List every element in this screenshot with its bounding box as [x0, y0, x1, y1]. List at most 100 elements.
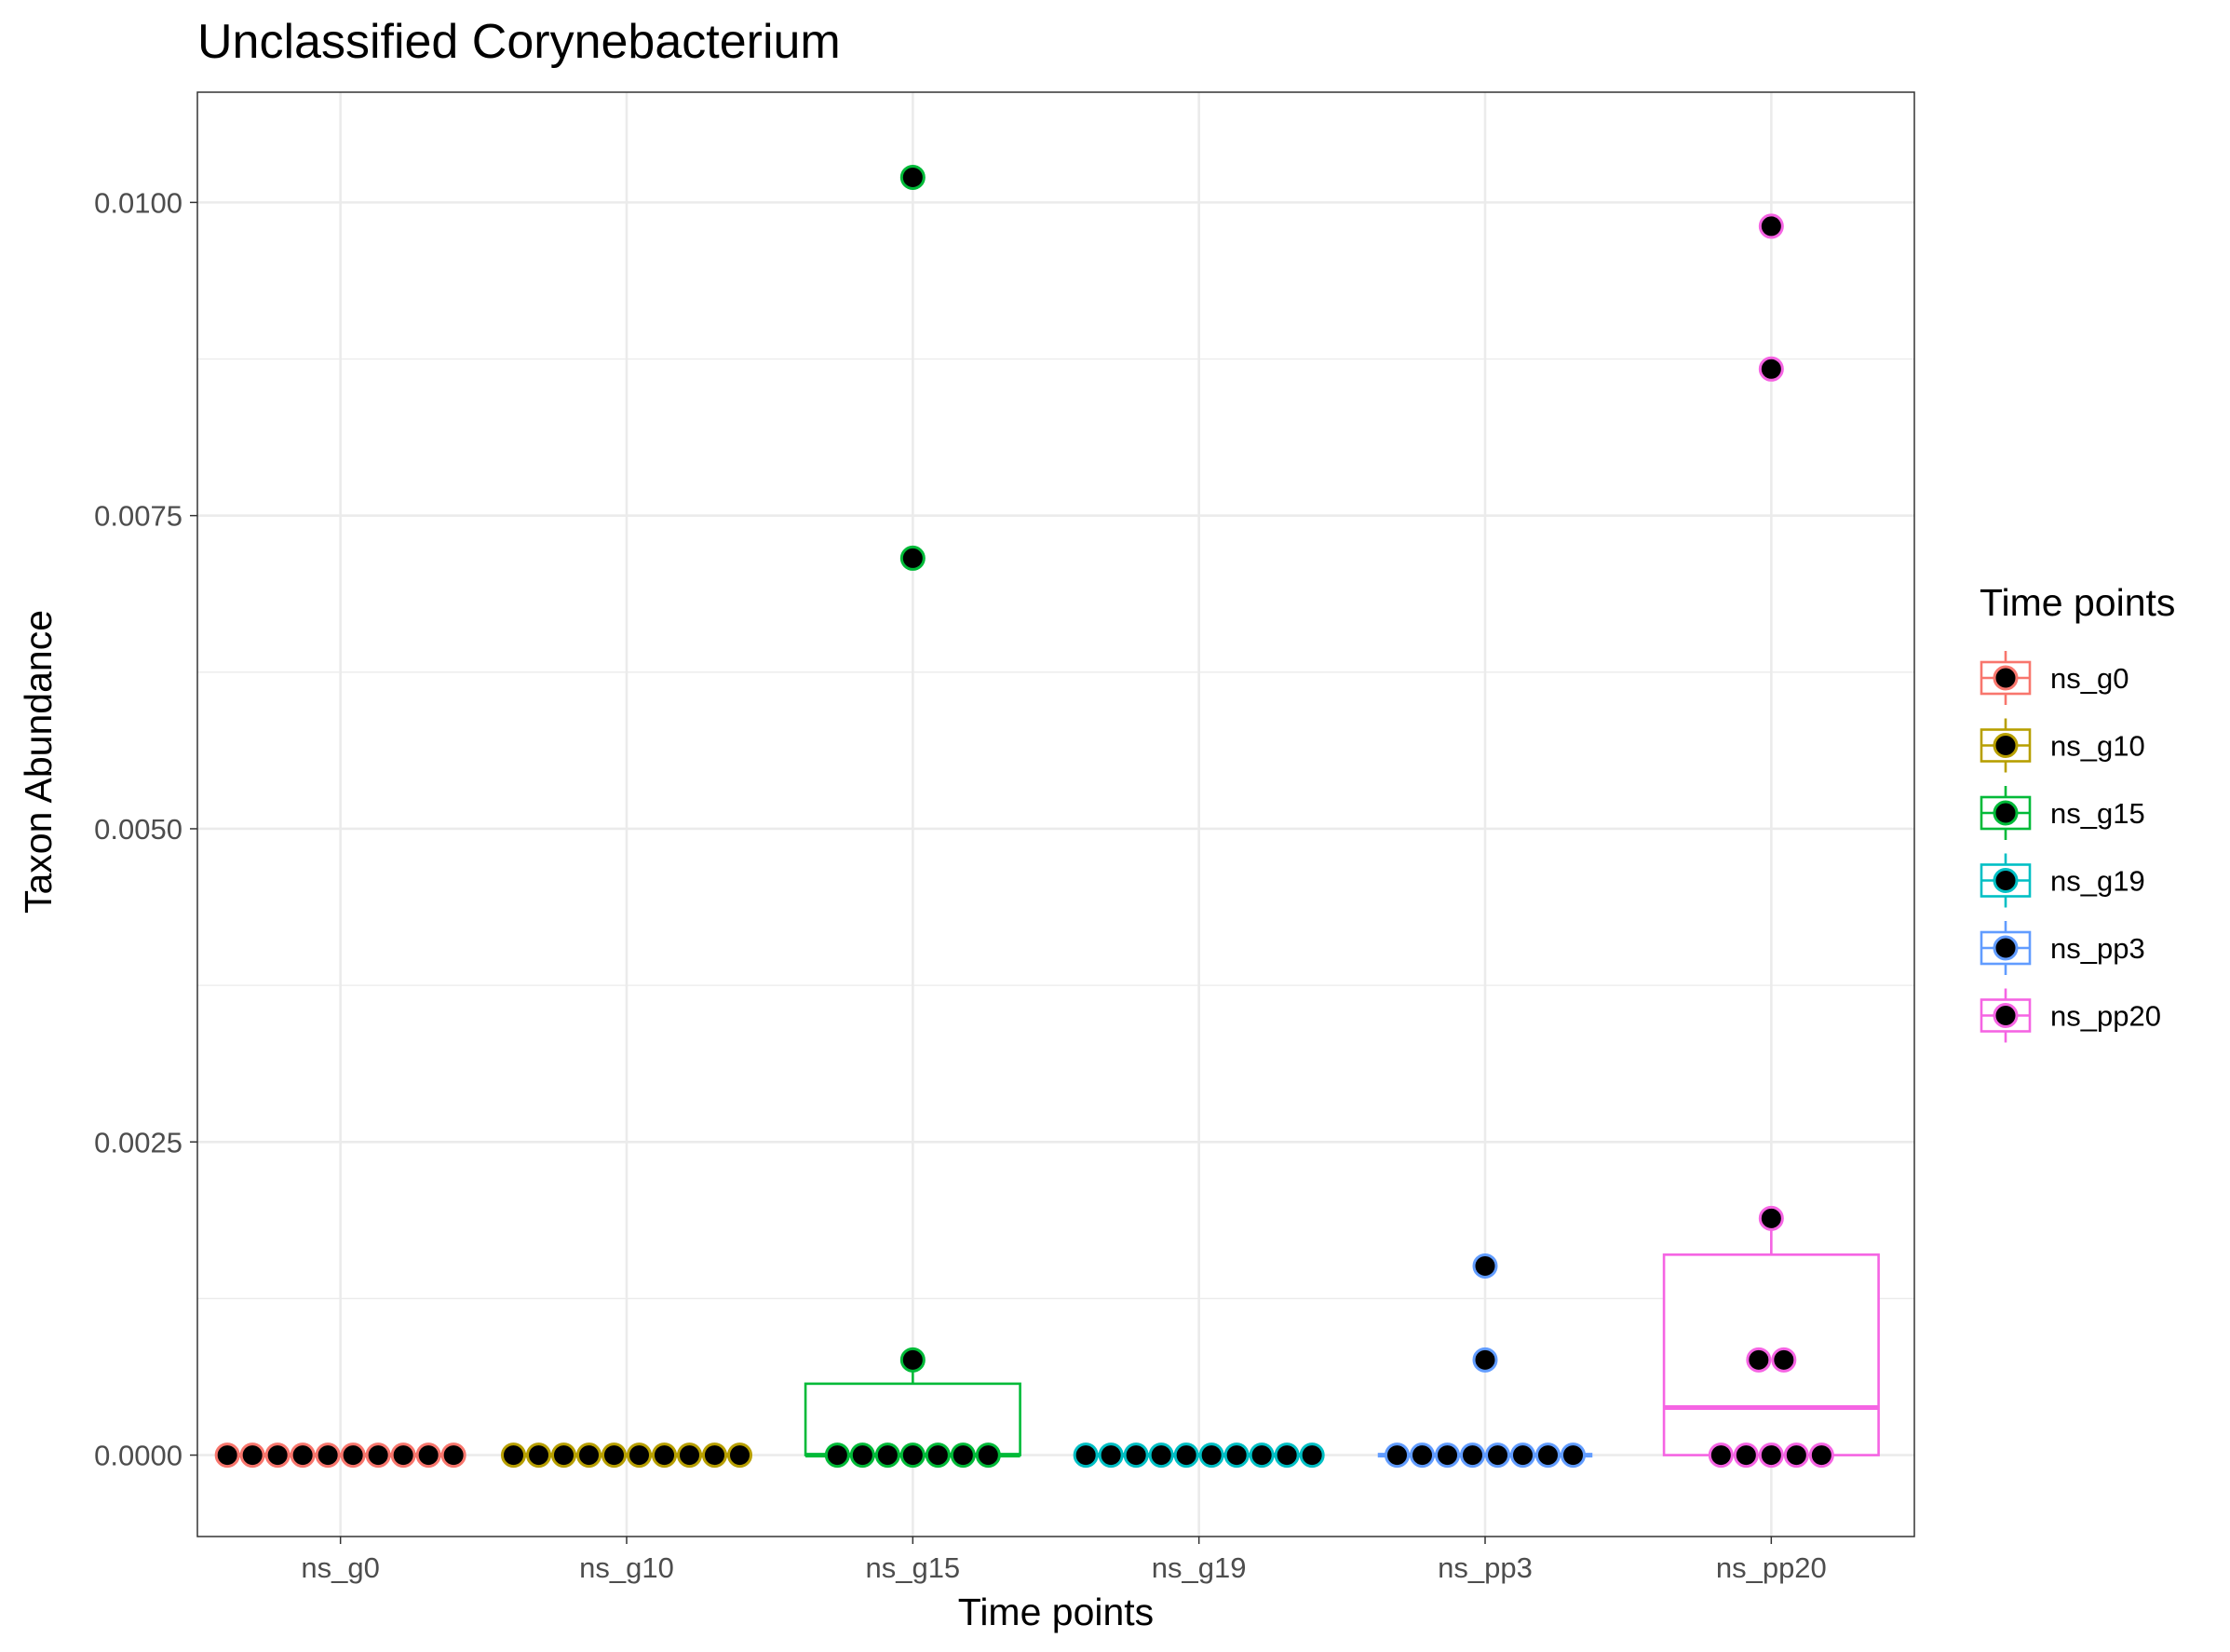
data-point	[290, 1442, 316, 1469]
legend: Time points ns_g0 ns_g10 ns_g15 ns_g19 ns_pp…	[1980, 581, 2175, 1043]
data-point	[1758, 356, 1784, 382]
data-point	[1510, 1442, 1535, 1469]
x-axis: ns_g0 ns_g10 ns_g15 ns_g19 ns_pp3 ns_pp20	[301, 1537, 1827, 1584]
data-point	[526, 1442, 551, 1469]
data-point	[1472, 1253, 1498, 1279]
legend-title: Time points	[1980, 581, 2175, 624]
legend-item-ns_g0: ns_g0	[1980, 651, 2129, 705]
data-point	[551, 1442, 576, 1469]
x-tick-label: ns_pp20	[1716, 1551, 1827, 1584]
data-point	[1148, 1442, 1174, 1469]
data-point	[1783, 1442, 1809, 1469]
data-point	[576, 1442, 601, 1469]
data-point	[849, 1442, 875, 1469]
points-ns_g15	[824, 164, 1001, 1469]
data-point	[899, 164, 926, 190]
data-point	[365, 1442, 391, 1469]
data-point	[501, 1442, 526, 1469]
x-tick-label: ns_g19	[1152, 1551, 1247, 1584]
data-point	[390, 1442, 416, 1469]
data-point	[415, 1442, 441, 1469]
data-point	[239, 1442, 265, 1469]
box-body	[1662, 1253, 1880, 1456]
y-axis: 0.0000 0.0025 0.0050 0.0075 0.0100	[94, 186, 197, 1472]
x-tick-label: ns_g15	[865, 1551, 960, 1584]
legend-key-point	[1993, 733, 2019, 758]
legend-item-ns_g19: ns_g19	[1980, 853, 2145, 908]
data-point	[677, 1442, 702, 1469]
y-tick-label: 0.0075	[94, 500, 182, 533]
data-point	[214, 1442, 240, 1469]
y-axis-title: Taxon Abundance	[17, 610, 60, 914]
data-point	[925, 1442, 951, 1469]
legend-item-ns_pp20: ns_pp20	[1980, 988, 2161, 1043]
data-point	[702, 1442, 727, 1469]
data-point	[824, 1442, 850, 1469]
data-point	[315, 1442, 341, 1469]
legend-key-point	[1993, 665, 2019, 691]
legend-label: ns_g15	[2050, 797, 2145, 830]
points-ns_g19	[1073, 1442, 1325, 1469]
data-point	[1808, 1442, 1834, 1469]
points-ns_g10	[501, 1442, 752, 1469]
chart-title: Unclassified Corynebacterium	[197, 15, 841, 69]
data-point	[264, 1442, 291, 1469]
data-point	[440, 1442, 466, 1469]
data-point	[627, 1442, 652, 1469]
data-point	[727, 1442, 752, 1469]
data-point	[1410, 1442, 1435, 1469]
x-axis-title: Time points	[958, 1591, 1154, 1633]
points-ns_pp3	[1385, 1253, 1586, 1469]
data-point	[1758, 1442, 1784, 1469]
data-point	[1758, 213, 1784, 239]
legend-item-ns_pp3: ns_pp3	[1980, 921, 2145, 975]
x-tick-label: ns_g10	[579, 1551, 674, 1584]
data-point	[1249, 1442, 1275, 1469]
y-tick-label: 0.0050	[94, 813, 182, 846]
data-point	[1485, 1442, 1510, 1469]
data-point	[1758, 1205, 1784, 1231]
data-point	[975, 1442, 1001, 1469]
legend-key-point	[1993, 935, 2019, 961]
data-point	[899, 545, 926, 571]
data-point	[1299, 1442, 1325, 1469]
data-point	[1385, 1442, 1410, 1469]
legend-label: ns_g19	[2050, 865, 2145, 898]
data-point	[1073, 1442, 1099, 1469]
panel-border	[196, 91, 1915, 1537]
data-point	[1771, 1347, 1797, 1373]
x-tick-label: ns_pp3	[1438, 1551, 1533, 1584]
data-point	[1198, 1442, 1224, 1469]
data-point	[1223, 1442, 1250, 1469]
data-point	[340, 1442, 366, 1469]
legend-item-ns_g15: ns_g15	[1980, 786, 2145, 840]
data-point	[1535, 1442, 1561, 1469]
legend-label: ns_g0	[2050, 662, 2129, 695]
points-layer	[214, 164, 1834, 1469]
data-point	[601, 1442, 627, 1469]
data-point	[1435, 1442, 1460, 1469]
data-point	[899, 1347, 926, 1373]
points-ns_g0	[214, 1442, 466, 1469]
data-point	[874, 1442, 900, 1469]
data-point	[1708, 1442, 1734, 1469]
legend-label: ns_g10	[2050, 730, 2145, 763]
data-point	[652, 1442, 677, 1469]
data-point	[1561, 1442, 1586, 1469]
data-point	[950, 1442, 976, 1469]
data-point	[1746, 1347, 1772, 1373]
data-point	[899, 1442, 926, 1469]
panel-grid	[197, 92, 1914, 1537]
legend-item-ns_g10: ns_g10	[1980, 718, 2145, 773]
y-tick-label: 0.0100	[94, 186, 182, 219]
points-ns_pp20	[1708, 213, 1834, 1469]
data-point	[1460, 1442, 1485, 1469]
data-point	[1274, 1442, 1300, 1469]
legend-label: ns_pp3	[2050, 932, 2145, 965]
data-point	[1173, 1442, 1199, 1469]
data-point	[1472, 1347, 1498, 1373]
legend-key-point	[1993, 800, 2019, 826]
